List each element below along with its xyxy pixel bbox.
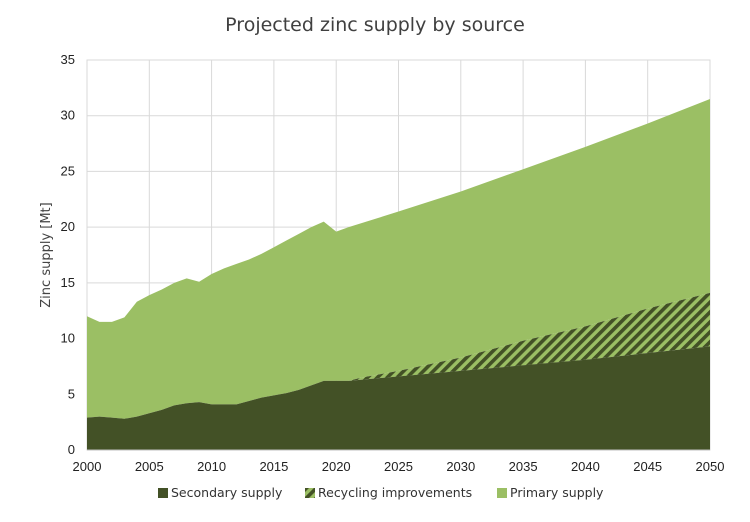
area-recycling-improvements [348, 292, 710, 381]
x-tick-label: 2000 [73, 459, 102, 474]
chart-title: Projected zinc supply by source [225, 14, 525, 36]
y-tick-label: 35 [61, 52, 75, 67]
legend-swatch [305, 488, 315, 498]
legend-swatch [497, 488, 507, 498]
y-tick-label: 15 [61, 275, 75, 290]
x-tick-label: 2030 [446, 459, 475, 474]
legend-swatch [158, 488, 168, 498]
area-secondary-supply [87, 346, 710, 450]
x-tick-label: 2005 [135, 459, 164, 474]
x-tick-label: 2040 [571, 459, 600, 474]
y-axis-label: Zinc supply [Mt] [39, 202, 54, 307]
x-tick-label: 2025 [384, 459, 413, 474]
legend-label: Recycling improvements [318, 485, 472, 500]
x-tick-label: 2020 [322, 459, 351, 474]
x-tick-label: 2045 [633, 459, 662, 474]
legend-label: Primary supply [510, 485, 604, 500]
y-tick-label: 0 [68, 442, 75, 457]
x-tick-label: 2050 [696, 459, 725, 474]
x-tick-label: 2015 [259, 459, 288, 474]
legend-label: Secondary supply [171, 485, 283, 500]
y-tick-label: 5 [68, 386, 75, 401]
y-tick-label: 30 [61, 108, 75, 123]
y-tick-label: 25 [61, 163, 75, 178]
y-tick-label: 10 [61, 331, 75, 346]
y-tick-label: 20 [61, 219, 75, 234]
area-primary-supply [87, 99, 710, 419]
x-tick-label: 2035 [509, 459, 538, 474]
x-tick-label: 2010 [197, 459, 226, 474]
